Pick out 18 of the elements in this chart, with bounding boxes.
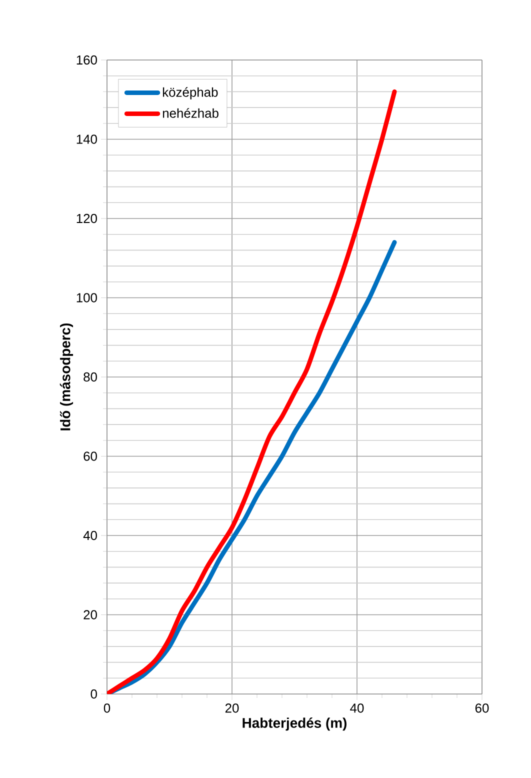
y-axis-title: Idő (másodperc) [60, 323, 74, 430]
y-tick-label: 100 [76, 293, 97, 302]
y-tick-label: 80 [84, 372, 97, 382]
y-tick-label: 140 [76, 134, 97, 144]
x-tick-label: 60 [475, 704, 489, 713]
y-tick-label: 20 [84, 610, 97, 620]
y-tick-label: 120 [76, 214, 97, 224]
x-tick-label: 0 [104, 704, 110, 713]
x-tick-label: 20 [225, 704, 239, 713]
line-series [107, 89, 397, 694]
x-axis-title: Habterjedés (m) [242, 718, 346, 731]
y-tick-label: 0 [90, 689, 97, 699]
y-tick-label: 60 [84, 452, 97, 461]
legend-label: középhab [162, 87, 218, 100]
y-tick-label: 160 [76, 55, 97, 65]
x-tick-label: 40 [350, 704, 364, 713]
legend-label: nehézhab [162, 108, 218, 118]
y-tick-label: 40 [83, 530, 97, 540]
